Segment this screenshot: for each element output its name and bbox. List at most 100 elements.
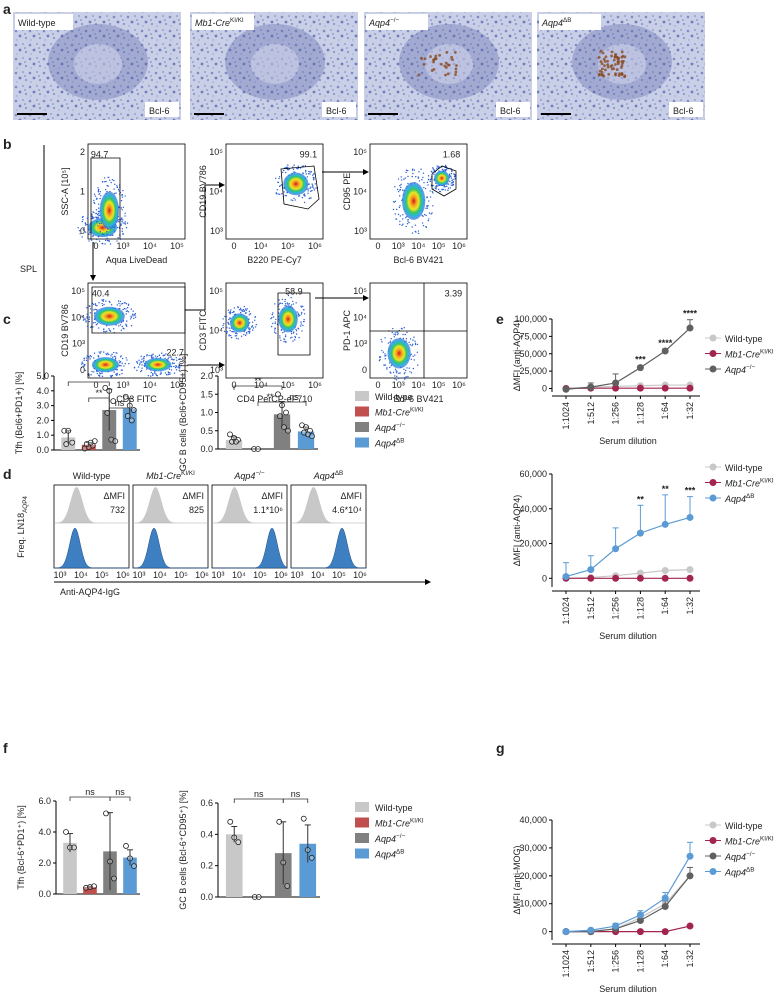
event <box>406 367 408 369</box>
event <box>126 320 128 322</box>
data-point <box>111 875 117 882</box>
data-point <box>128 417 135 424</box>
significance-label: ** <box>637 494 645 504</box>
event <box>138 364 141 366</box>
control-histogram <box>212 487 287 523</box>
delta-value: 825 <box>189 505 204 515</box>
data-point <box>61 427 68 434</box>
event <box>379 356 382 358</box>
data-point <box>255 446 261 452</box>
event <box>379 358 381 361</box>
event <box>447 187 450 189</box>
event <box>425 226 428 229</box>
event <box>134 312 137 315</box>
event <box>450 172 453 175</box>
delta-label: ΔMFI <box>340 491 362 501</box>
significance-bracket <box>69 796 111 801</box>
event <box>396 375 398 378</box>
event <box>280 339 282 342</box>
event <box>138 359 140 362</box>
event <box>414 340 416 342</box>
histogram-frame <box>290 484 367 569</box>
x-tick-label: 10³ <box>392 241 405 251</box>
event <box>91 215 93 217</box>
event <box>302 305 304 308</box>
legend-label-main: Mb1-Cre <box>725 479 760 489</box>
bcl6-stain <box>433 56 437 60</box>
event <box>150 354 152 357</box>
event <box>170 365 173 368</box>
event <box>120 218 122 221</box>
data-point <box>612 574 620 582</box>
image-title-sup: −/− <box>390 17 399 24</box>
event <box>125 313 127 315</box>
event <box>114 357 117 360</box>
event <box>274 321 276 323</box>
y-tick-label: 10⁵ <box>209 147 223 157</box>
event <box>93 217 95 219</box>
bcl6-stain <box>614 63 617 66</box>
event <box>116 304 118 306</box>
event <box>412 172 414 175</box>
event <box>399 184 401 187</box>
legend-label-main: Aqp4 <box>724 852 746 862</box>
event <box>155 373 157 375</box>
y-tick-label: 30,000 <box>519 843 547 853</box>
event <box>411 226 413 228</box>
y-tick-label: 3.0 <box>36 401 49 411</box>
event <box>95 216 98 219</box>
bcl6-stain <box>600 62 604 66</box>
bcl6-stain <box>610 50 614 54</box>
event <box>225 316 228 318</box>
y-tick-label: 0 <box>362 365 367 375</box>
y-tick-label: 0.5 <box>200 426 213 436</box>
event <box>88 240 90 242</box>
data-point <box>587 566 595 574</box>
histogram-title: Aqp4ΔB <box>313 470 343 481</box>
event <box>430 213 432 215</box>
x-tick-label: 10⁴ <box>74 570 88 580</box>
event <box>309 171 311 173</box>
x-tick-label: 0 <box>231 241 236 251</box>
event <box>448 174 451 176</box>
bcl6-stain <box>450 55 454 59</box>
event <box>121 302 124 305</box>
event <box>299 325 302 327</box>
event <box>312 184 314 186</box>
data-point <box>233 438 239 445</box>
event <box>252 329 254 331</box>
density <box>99 191 120 230</box>
event <box>246 333 248 335</box>
event <box>177 365 180 367</box>
event <box>303 201 306 204</box>
event <box>160 371 162 373</box>
event <box>110 375 113 378</box>
significance-label: ns <box>254 789 264 799</box>
event <box>93 352 96 354</box>
x-tick-label: 0 <box>375 241 380 251</box>
x-tick-label: 1:64 <box>660 950 670 968</box>
event <box>122 232 124 235</box>
event <box>98 302 100 304</box>
event <box>166 374 168 376</box>
event <box>235 335 238 337</box>
event <box>95 212 97 215</box>
x-tick-label: 10⁴ <box>143 380 157 390</box>
event <box>380 338 382 341</box>
x-tick-label: 10⁶ <box>274 570 288 580</box>
y-tick-label: 10⁴ <box>209 187 223 197</box>
event <box>424 187 427 190</box>
y-tick-label: 10,000 <box>519 899 547 909</box>
event <box>297 195 300 197</box>
x-tick-label: 10⁵ <box>95 570 109 580</box>
event <box>312 186 314 188</box>
event <box>96 323 99 325</box>
event <box>271 316 273 319</box>
event <box>389 341 391 344</box>
data-point <box>636 911 644 919</box>
event <box>425 214 427 217</box>
event <box>425 207 427 210</box>
y-tick-label: 75,000 <box>519 331 547 341</box>
legend-marker <box>709 837 717 844</box>
event <box>230 311 232 314</box>
